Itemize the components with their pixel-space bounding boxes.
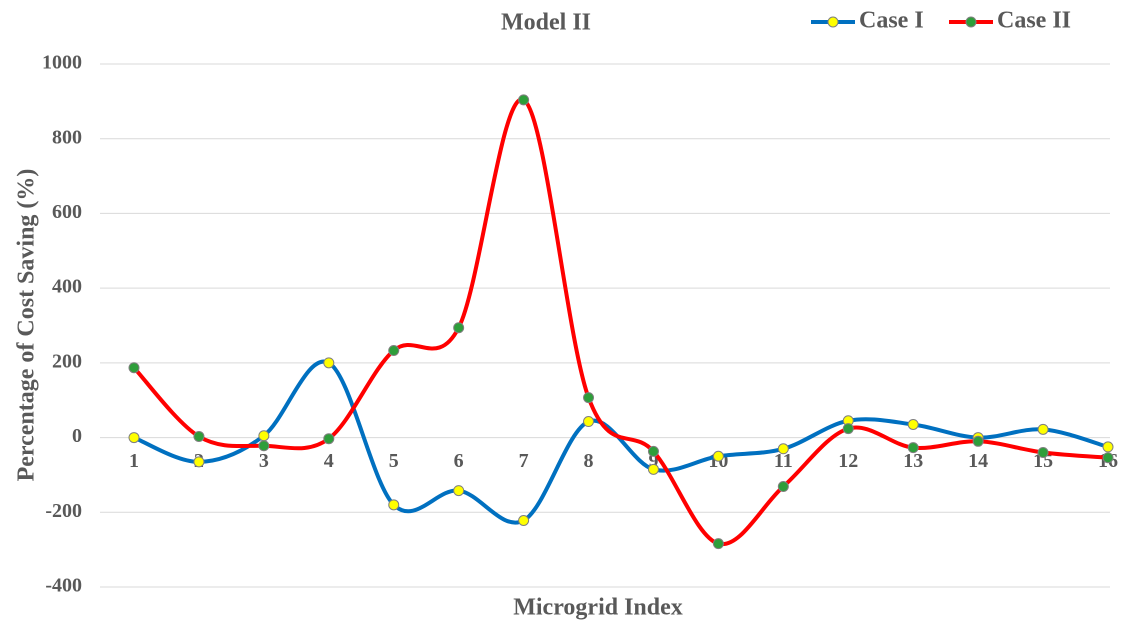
- chart-title: Model II: [501, 10, 591, 36]
- x-tick-label: 9: [648, 450, 658, 472]
- x-tick-label: 1: [129, 450, 139, 472]
- legend-label: Case II: [997, 8, 1071, 34]
- x-tick-label: 8: [584, 450, 594, 472]
- y-axis-label: Percentage of Cost Saving (%): [14, 169, 40, 482]
- y-tick-label: 1000: [42, 52, 82, 74]
- x-tick-label: 4: [324, 450, 334, 472]
- legend-marker: [965, 16, 977, 28]
- legend-marker: [827, 16, 839, 28]
- point-marker: [193, 430, 205, 442]
- y-tick-label: 600: [52, 201, 82, 223]
- x-tick-label: 3: [259, 450, 269, 472]
- point-marker: [907, 442, 919, 454]
- point-marker: [712, 538, 724, 550]
- point-marker: [388, 499, 400, 511]
- point-marker: [258, 440, 270, 452]
- legend-label: Case I: [859, 8, 924, 34]
- point-marker: [518, 515, 530, 527]
- point-marker: [323, 357, 335, 369]
- point-marker: [453, 322, 465, 334]
- point-marker: [647, 463, 659, 475]
- x-tick-label: 13: [903, 450, 923, 472]
- y-tick-label: 400: [52, 276, 82, 298]
- x-tick-label: 14: [968, 450, 988, 472]
- x-axis-label: Microgrid Index: [513, 595, 683, 621]
- x-tick-label: 11: [774, 450, 793, 472]
- point-marker: [1102, 452, 1114, 464]
- point-marker: [583, 392, 595, 404]
- point-marker: [777, 481, 789, 493]
- point-marker: [388, 345, 400, 357]
- point-marker: [1102, 441, 1114, 453]
- x-tick-label: 12: [838, 450, 858, 472]
- y-tick-label: 800: [52, 126, 82, 148]
- x-tick-label: 6: [454, 450, 464, 472]
- point-marker: [907, 418, 919, 430]
- y-tick-label: 200: [52, 350, 82, 372]
- x-tick-label: 7: [519, 450, 529, 472]
- point-marker: [972, 435, 984, 447]
- y-tick-label: 0: [72, 425, 82, 447]
- point-marker: [842, 423, 854, 435]
- point-marker: [647, 445, 659, 457]
- x-tick-label: 5: [389, 450, 399, 472]
- point-marker: [128, 432, 140, 444]
- x-tick-label: 15: [1033, 450, 1053, 472]
- point-marker: [128, 362, 140, 374]
- y-tick-label: -400: [45, 575, 82, 597]
- point-marker: [583, 416, 595, 428]
- point-marker: [323, 433, 335, 445]
- point-marker: [193, 456, 205, 468]
- series-line: [132, 97, 1109, 547]
- point-marker: [453, 485, 465, 497]
- y-tick-label: -200: [45, 500, 82, 522]
- point-marker: [518, 94, 530, 106]
- point-marker: [1037, 447, 1049, 459]
- point-marker: [258, 430, 270, 442]
- point-marker: [1037, 423, 1049, 435]
- point-marker: [777, 443, 789, 455]
- point-marker: [712, 450, 724, 462]
